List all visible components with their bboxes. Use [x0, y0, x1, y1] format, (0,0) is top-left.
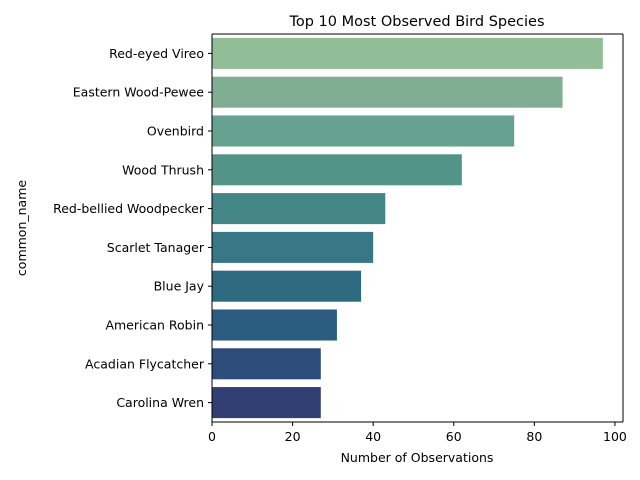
bar-acadian-flycatcher: [212, 348, 321, 380]
y-tick-label: Red-eyed Vireo: [109, 46, 204, 61]
y-axis-label: common_name: [14, 180, 29, 276]
y-tick-label: American Robin: [105, 318, 204, 333]
x-axis-ticks: 0 20 40 60 80 100: [208, 422, 627, 444]
bar-red-eyed-vireo: [212, 37, 603, 69]
bar-scarlet-tanager: [212, 231, 374, 263]
y-axis-ticks: Red-eyed Vireo Eastern Wood-Pewee Ovenbird…: [53, 46, 212, 410]
y-tick-label: Acadian Flycatcher: [85, 356, 205, 371]
bar-ovenbird: [212, 115, 515, 147]
x-axis-label: Number of Observations: [341, 450, 494, 465]
x-tick-label: 20: [285, 429, 301, 444]
x-tick-label: 100: [603, 429, 627, 444]
bar-american-robin: [212, 309, 337, 341]
y-tick-label: Blue Jay: [154, 279, 205, 294]
bar-eastern-wood-pewee: [212, 76, 563, 108]
bars-group: [212, 37, 603, 419]
bar-red-bellied-woodpecker: [212, 193, 386, 225]
bar-carolina-wren: [212, 387, 321, 419]
x-tick-label: 0: [208, 429, 216, 444]
x-tick-label: 80: [526, 429, 542, 444]
x-tick-label: 40: [365, 429, 381, 444]
y-tick-label: Carolina Wren: [116, 395, 204, 410]
y-tick-label: Eastern Wood-Pewee: [73, 85, 205, 100]
y-tick-label: Red-bellied Woodpecker: [53, 201, 205, 216]
y-tick-label: Ovenbird: [147, 124, 204, 139]
y-tick-label: Scarlet Tanager: [107, 240, 205, 255]
bar-wood-thrush: [212, 154, 462, 186]
x-tick-label: 60: [446, 429, 462, 444]
y-tick-label: Wood Thrush: [122, 162, 204, 177]
bar-blue-jay: [212, 270, 362, 302]
chart-title: Top 10 Most Observed Bird Species: [288, 14, 544, 30]
